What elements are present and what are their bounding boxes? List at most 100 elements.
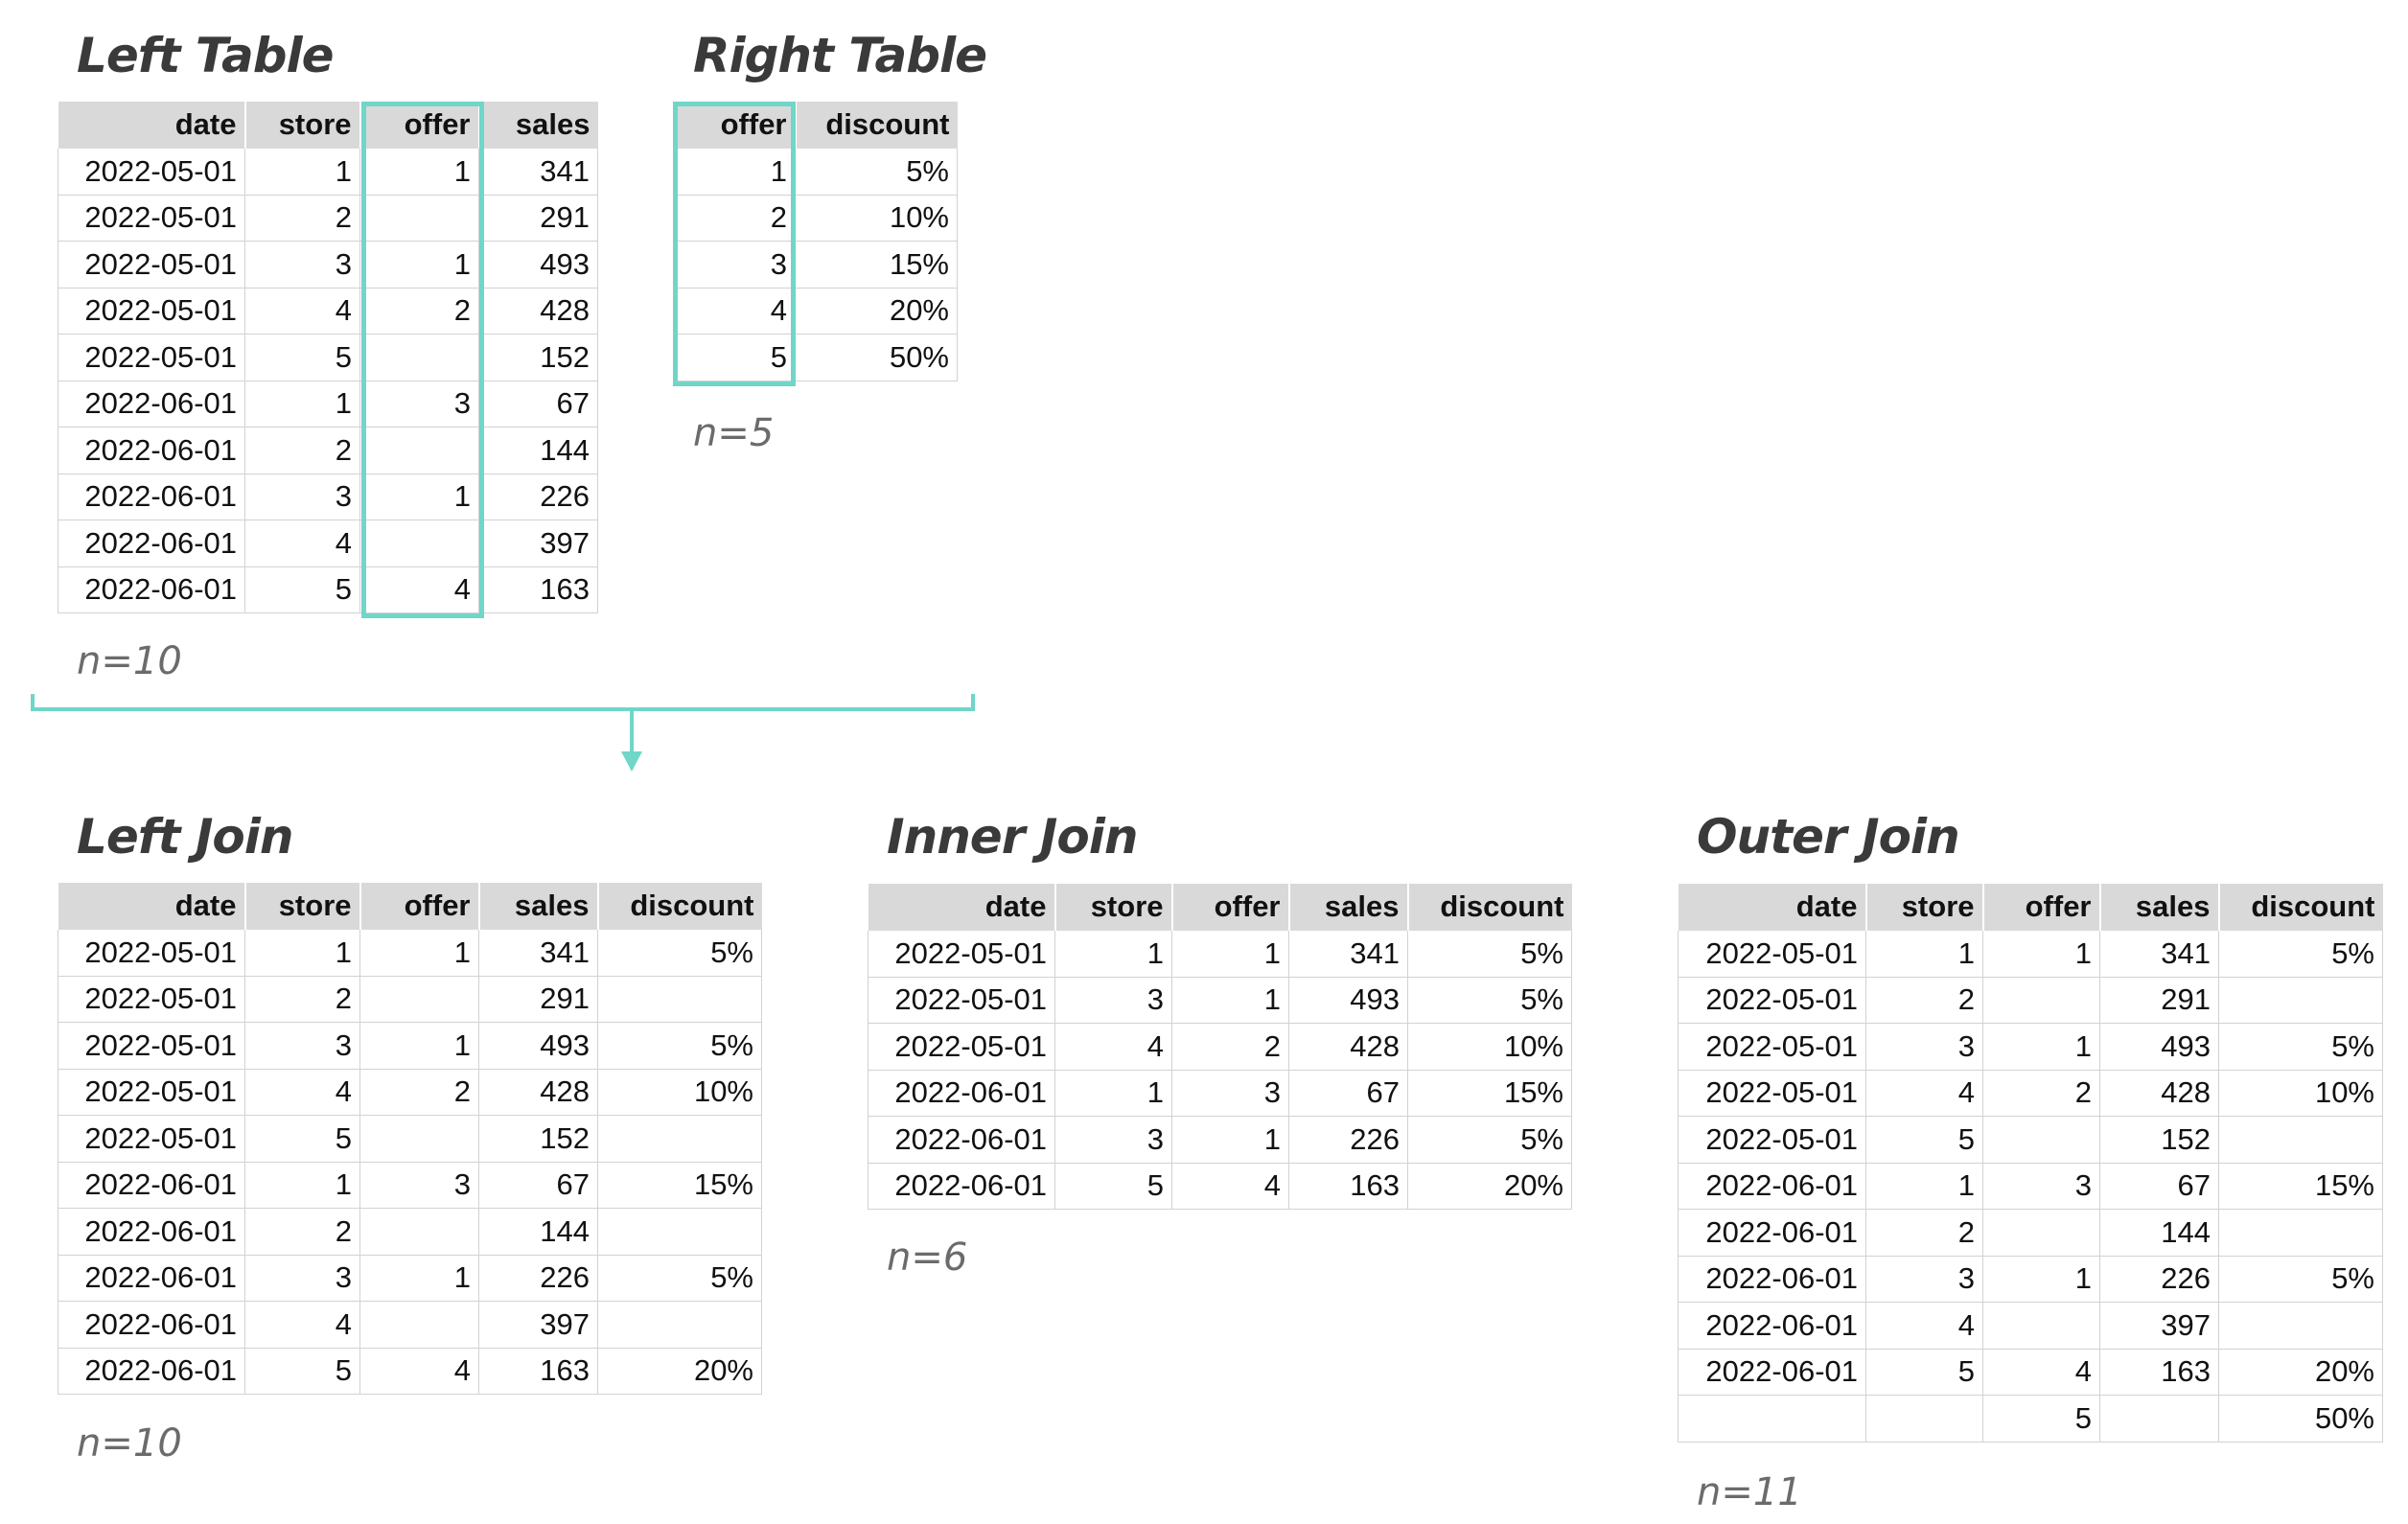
cell-offer: 1 xyxy=(1982,930,2100,978)
cell-discount xyxy=(597,1208,762,1256)
cell-sales: 428 xyxy=(478,1069,598,1116)
cell-sales: 152 xyxy=(478,1115,598,1163)
table-row: 2022-06-01 3 1 226 5% xyxy=(1678,1256,2383,1303)
inner-join-count: n=6 xyxy=(887,1235,968,1280)
table-row: 2022-06-01 4 397 xyxy=(58,520,598,567)
cell-date: 2022-06-01 xyxy=(1678,1349,1866,1396)
cell-offer: 1 xyxy=(1171,1116,1289,1164)
cell-discount: 50% xyxy=(2218,1395,2383,1443)
header-row: date store offer sales discount xyxy=(868,884,1572,931)
column-header-offer: offer xyxy=(1981,884,2100,931)
cell-discount xyxy=(597,1115,762,1163)
left-table: date store offer sales 2022-05-01 1 1 341 2022-0… xyxy=(58,102,598,613)
column-header-offer: offer xyxy=(1170,884,1289,931)
inner-join-title: Inner Join xyxy=(887,809,1138,865)
cell-discount: 20% xyxy=(597,1348,762,1395)
cell-sales: 341 xyxy=(1288,930,1408,978)
cell-store: 5 xyxy=(1865,1116,1983,1164)
cell-offer xyxy=(1982,1116,2100,1164)
cell-discount: 50% xyxy=(795,334,958,381)
cell-date: 2022-06-01 xyxy=(58,1255,245,1302)
cell-sales: 152 xyxy=(2099,1116,2219,1164)
column-header-date: date xyxy=(58,102,245,149)
table-row: 2022-05-01 5 152 xyxy=(58,334,598,381)
cell-store: 2 xyxy=(244,195,360,242)
cell-offer: 1 xyxy=(359,1255,479,1302)
cell-discount xyxy=(2218,1302,2383,1350)
cell-date xyxy=(1678,1395,1866,1443)
cell-discount: 5% xyxy=(1407,977,1572,1024)
table-row: 2022-06-01 1 3 67 15% xyxy=(868,1070,1572,1117)
cell-offer: 2 xyxy=(1982,1070,2100,1117)
cell-offer: 4 xyxy=(359,1348,479,1395)
table-row: 2022-05-01 5 152 xyxy=(1678,1116,2383,1164)
cell-discount: 10% xyxy=(795,195,958,242)
column-header-sales: sales xyxy=(477,883,598,930)
cell-offer xyxy=(359,976,479,1023)
cell-date: 2022-05-01 xyxy=(1678,977,1866,1024)
table-row: 2022-05-01 3 1 493 xyxy=(58,241,598,289)
right-table-count: n=5 xyxy=(693,411,775,455)
left-join-table: date store offer sales discount 2022-05-01 1 1 3… xyxy=(58,883,762,1395)
table-row: 2022-06-01 2 144 xyxy=(58,1208,762,1256)
left-table-count: n=10 xyxy=(77,639,182,683)
table-row: 2022-06-01 4 397 xyxy=(1678,1302,2383,1350)
cell-offer xyxy=(1982,977,2100,1024)
cell-store: 1 xyxy=(244,381,360,427)
cell-sales: 428 xyxy=(478,288,598,335)
cell-date: 2022-05-01 xyxy=(58,148,245,196)
cell-date: 2022-05-01 xyxy=(58,929,245,977)
cell-sales: 428 xyxy=(1288,1023,1408,1071)
cell-store: 1 xyxy=(1054,1070,1172,1117)
cell-date: 2022-06-01 xyxy=(58,1301,245,1349)
right-table-title: Right Table xyxy=(693,28,987,83)
right-table: offer discount 1 5% 2 10% 3 15% 4 20% 5 50% xyxy=(673,102,958,381)
cell-discount xyxy=(597,1301,762,1349)
cell-store: 2 xyxy=(244,427,360,474)
cell-offer xyxy=(359,195,479,242)
cell-store: 1 xyxy=(244,929,360,977)
cell-date: 2022-06-01 xyxy=(58,473,245,520)
column-header-store: store xyxy=(1054,884,1172,931)
cell-discount: 5% xyxy=(2218,1023,2383,1071)
column-header-date: date xyxy=(868,884,1055,931)
table-row: 2022-06-01 1 3 67 15% xyxy=(58,1162,762,1209)
table-row: 2022-06-01 4 397 xyxy=(58,1301,762,1349)
cell-date: 2022-05-01 xyxy=(1678,1070,1866,1117)
cell-sales: 341 xyxy=(478,148,598,196)
cell-offer: 1 xyxy=(359,1022,479,1070)
header-row: offer discount xyxy=(673,102,958,149)
cell-discount: 20% xyxy=(1407,1163,1572,1210)
table-row: 2022-06-01 5 4 163 20% xyxy=(58,1348,762,1395)
table-row: 2022-05-01 1 1 341 5% xyxy=(1678,930,2383,978)
cell-store: 5 xyxy=(244,1348,360,1395)
cell-date: 2022-06-01 xyxy=(58,427,245,474)
table-row: 2022-06-01 3 1 226 5% xyxy=(58,1255,762,1302)
cell-store: 5 xyxy=(1865,1349,1983,1396)
cell-store: 4 xyxy=(1865,1302,1983,1350)
cell-store: 3 xyxy=(244,241,360,289)
cell-date: 2022-05-01 xyxy=(58,976,245,1023)
cell-sales: 163 xyxy=(478,566,598,613)
left-join-title: Left Join xyxy=(77,809,294,865)
cell-sales: 428 xyxy=(2099,1070,2219,1117)
column-header-offer: offer xyxy=(673,102,796,149)
cell-offer: 2 xyxy=(359,288,479,335)
table-row: 3 15% xyxy=(673,241,958,289)
cell-offer: 3 xyxy=(1982,1163,2100,1210)
table-row: 2022-06-01 2 144 xyxy=(58,427,598,474)
header-row: date store offer sales xyxy=(58,102,598,149)
cell-date: 2022-06-01 xyxy=(58,1348,245,1395)
column-header-date: date xyxy=(1678,884,1866,931)
cell-sales: 226 xyxy=(478,1255,598,1302)
cell-discount: 5% xyxy=(2218,930,2383,978)
cell-offer: 4 xyxy=(1982,1349,2100,1396)
cell-sales: 67 xyxy=(478,381,598,427)
cell-date: 2022-06-01 xyxy=(868,1070,1055,1117)
cell-discount: 15% xyxy=(2218,1163,2383,1210)
column-header-discount: discount xyxy=(794,102,958,149)
cell-offer: 5 xyxy=(673,334,796,381)
cell-discount xyxy=(2218,1116,2383,1164)
cell-date: 2022-06-01 xyxy=(1678,1163,1866,1210)
cell-sales: 144 xyxy=(2099,1209,2219,1257)
